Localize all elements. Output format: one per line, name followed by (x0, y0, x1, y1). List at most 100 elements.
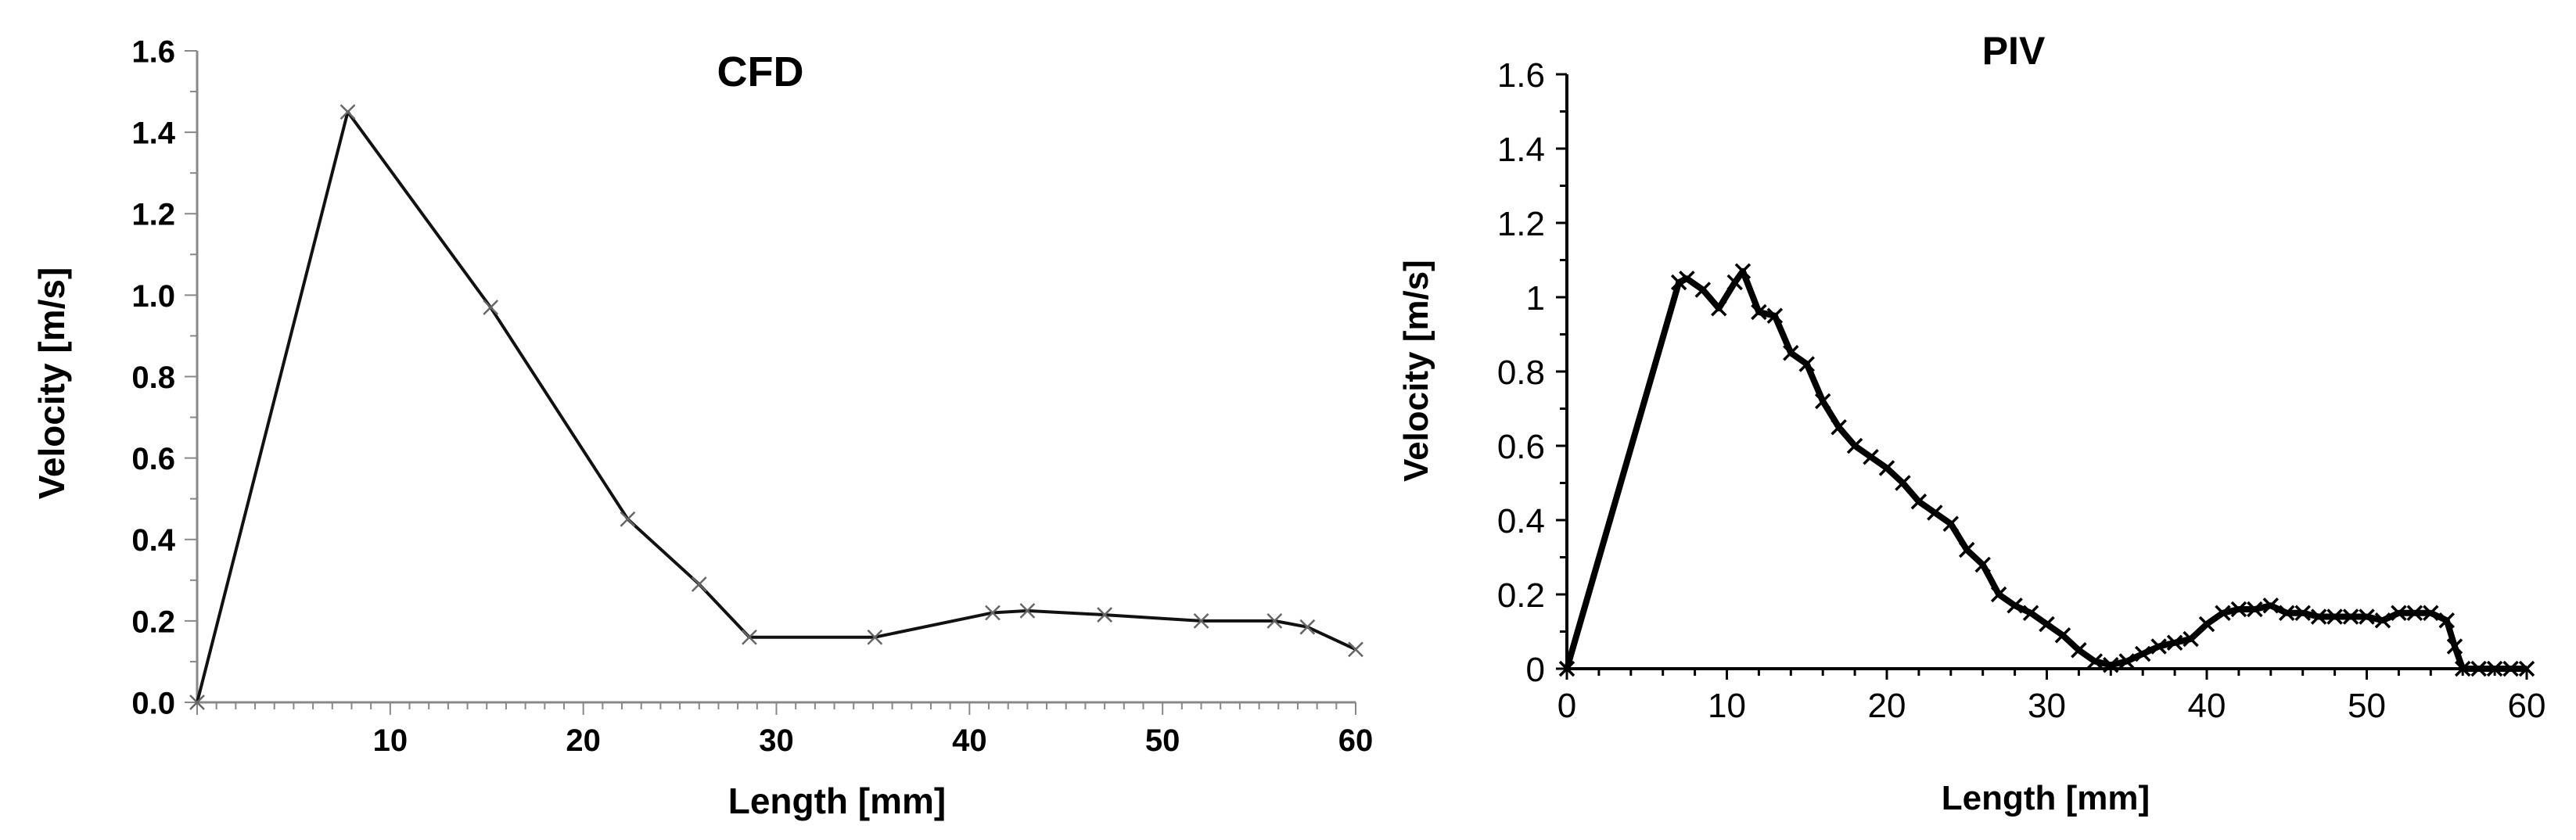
piv-data-point (1726, 274, 1743, 291)
cfd-y-tick-label: 0.4 (131, 523, 175, 558)
cfd-y-tick-label: 0.2 (131, 605, 175, 639)
piv-data-point (1974, 556, 1991, 573)
cfd-chart-title: CFD (717, 48, 804, 95)
cfd-data-point (1299, 619, 1316, 635)
cfd-data-point (340, 104, 356, 120)
cfd-series-line (196, 110, 1356, 703)
cfd-chart: CFD Length [mm] Velocity [m/s] 10 20 30 40 5… (31, 34, 1373, 821)
piv-y-tick-label: 1.2 (1497, 205, 1545, 243)
piv-data-point (1910, 494, 1928, 510)
cfd-data-point (1348, 641, 1363, 658)
cfd-x-tick-label: 60 (1338, 723, 1374, 758)
piv-data-point (2438, 612, 2455, 629)
cfd-x-tick-label: 20 (566, 723, 601, 758)
piv-data-point (2446, 638, 2463, 655)
piv-x-tick-label: 40 (2188, 687, 2226, 725)
cfd-data-point (1266, 612, 1283, 629)
piv-data-point (2054, 627, 2071, 644)
piv-data-point (2470, 660, 2487, 677)
piv-data-point (1798, 356, 1815, 372)
piv-data-point (2294, 605, 2311, 621)
piv-data-point (2518, 660, 2535, 677)
piv-data-point (2391, 605, 2407, 621)
piv-x-tick-label: 50 (2348, 687, 2386, 725)
piv-y-tick-label: 1.4 (1497, 131, 1545, 169)
piv-data-point (2423, 605, 2439, 621)
cfd-y-axis-label: Velocity [m/s] (31, 267, 72, 500)
piv-chart-title: PIV (1982, 29, 2046, 73)
cfd-x-axis-label: Length [mm] (728, 781, 947, 821)
piv-chart: PIV Length [mm] Velocity [m/s] 0 10 20 30 40… (1397, 29, 2545, 817)
piv-data-point (1990, 586, 2007, 603)
piv-data-point (2502, 660, 2519, 677)
piv-data-point (1878, 460, 1895, 476)
piv-data-point (1751, 303, 1767, 321)
piv-data-point (2039, 616, 2055, 633)
piv-data-point (2454, 660, 2471, 677)
piv-y-tick-label: 0 (1526, 651, 1545, 689)
cfd-y-tick-label: 0.0 (131, 686, 175, 720)
cfd-data-point (483, 300, 499, 315)
piv-data-point (2262, 598, 2280, 614)
piv-y-tick-label: 0.4 (1497, 502, 1545, 540)
piv-data-point (2198, 616, 2215, 633)
piv-data-point (2359, 608, 2375, 625)
piv-data-point (1711, 300, 1727, 317)
piv-data-point (2118, 653, 2135, 669)
piv-y-tick-label: 0.8 (1497, 354, 1545, 392)
cfd-y-tick-label: 0.6 (131, 442, 175, 476)
cfd-y-tick-label: 1.6 (131, 34, 175, 69)
piv-data-point (2183, 630, 2199, 648)
piv-data-point (2150, 638, 2167, 655)
cfd-y-tick-label: 1.4 (131, 117, 175, 151)
cfd-x-tick-label: 50 (1145, 723, 1180, 758)
cfd-data-point (985, 605, 1001, 621)
piv-data-point (2342, 608, 2359, 625)
piv-data-point (1558, 660, 1575, 677)
piv-x-tick-label: 0 (1557, 687, 1576, 725)
piv-data-point (1670, 274, 1687, 291)
piv-data-point (1831, 419, 1847, 436)
piv-data-point (2230, 601, 2247, 618)
piv-data-point (1863, 449, 1879, 465)
piv-data-point (1783, 345, 1799, 361)
piv-data-point (1959, 541, 1975, 558)
cfd-data-point (620, 511, 636, 527)
piv-data-point (1927, 504, 1943, 521)
piv-x-tick-label: 10 (1708, 687, 1746, 725)
piv-data-point (2022, 605, 2039, 621)
cfd-x-tick-label: 10 (373, 723, 408, 758)
cfd-data-point (742, 629, 757, 645)
piv-data-point (2071, 642, 2087, 659)
piv-data-point (1846, 437, 1863, 454)
cfd-x-tick-label: 40 (952, 723, 987, 758)
piv-data-point (1734, 263, 1751, 279)
piv-data-point (1895, 475, 1911, 491)
piv-y-axis-label: Velocity [m/s] (1397, 260, 1435, 482)
piv-data-point (2374, 612, 2391, 629)
piv-data-point (1766, 307, 1784, 324)
piv-x-axis-label: Length [mm] (1942, 779, 2150, 817)
piv-data-point (1814, 393, 1831, 410)
piv-data-point (2247, 601, 2263, 618)
piv-x-tick-label: 60 (2508, 687, 2546, 725)
piv-data-point (2486, 660, 2503, 677)
piv-data-point (2279, 605, 2295, 621)
piv-data-point (2103, 657, 2119, 673)
piv-data-point (2326, 608, 2343, 625)
piv-y-tick-label: 0.6 (1497, 428, 1545, 466)
piv-series-line (1564, 267, 2527, 672)
cfd-y-tick-label: 1.2 (131, 198, 175, 232)
cfd-data-point (1097, 607, 1113, 623)
cfd-data-point (1019, 602, 1036, 619)
cfd-x-tick-label: 30 (759, 723, 794, 758)
piv-x-tick-label: 30 (2028, 687, 2066, 725)
cfd-data-point (867, 629, 883, 645)
piv-data-point (2134, 645, 2151, 662)
piv-y-tick-label: 1.6 (1497, 56, 1545, 95)
cfd-data-point (691, 576, 707, 592)
piv-data-point (2007, 598, 2023, 614)
cfd-data-point (1193, 612, 1209, 629)
piv-data-point (2406, 605, 2423, 621)
